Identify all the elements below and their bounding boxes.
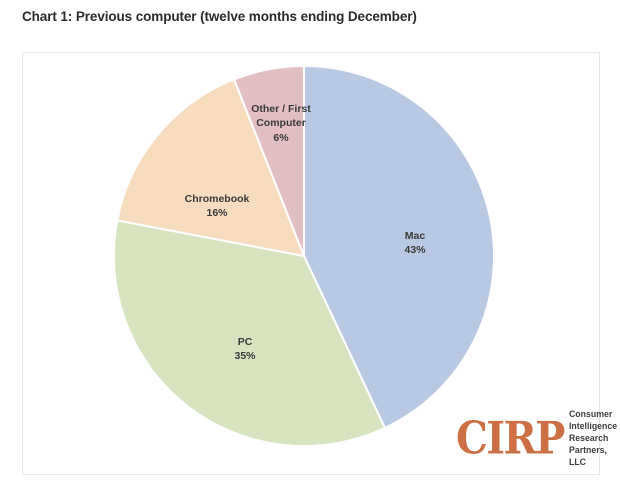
pie-chart [23,53,601,476]
pie-slice [116,78,306,258]
pie-slice [232,64,305,257]
pie-chart-svg [113,64,495,447]
cirp-wordmark: CIRP [456,412,565,465]
cirp-logo: CIRP Consumer Intelligence Research Part… [456,409,617,469]
pie-slice-group [113,64,495,447]
pie-slice [113,219,387,447]
pie-slice [303,64,495,430]
chart-frame: Mac 43% PC 35% Chromebook 16% Other / Fi… [22,52,617,476]
cirp-tagline: Consumer Intelligence Research Partners,… [568,408,617,469]
page-title: Chart 1: Previous computer (twelve month… [22,9,417,24]
